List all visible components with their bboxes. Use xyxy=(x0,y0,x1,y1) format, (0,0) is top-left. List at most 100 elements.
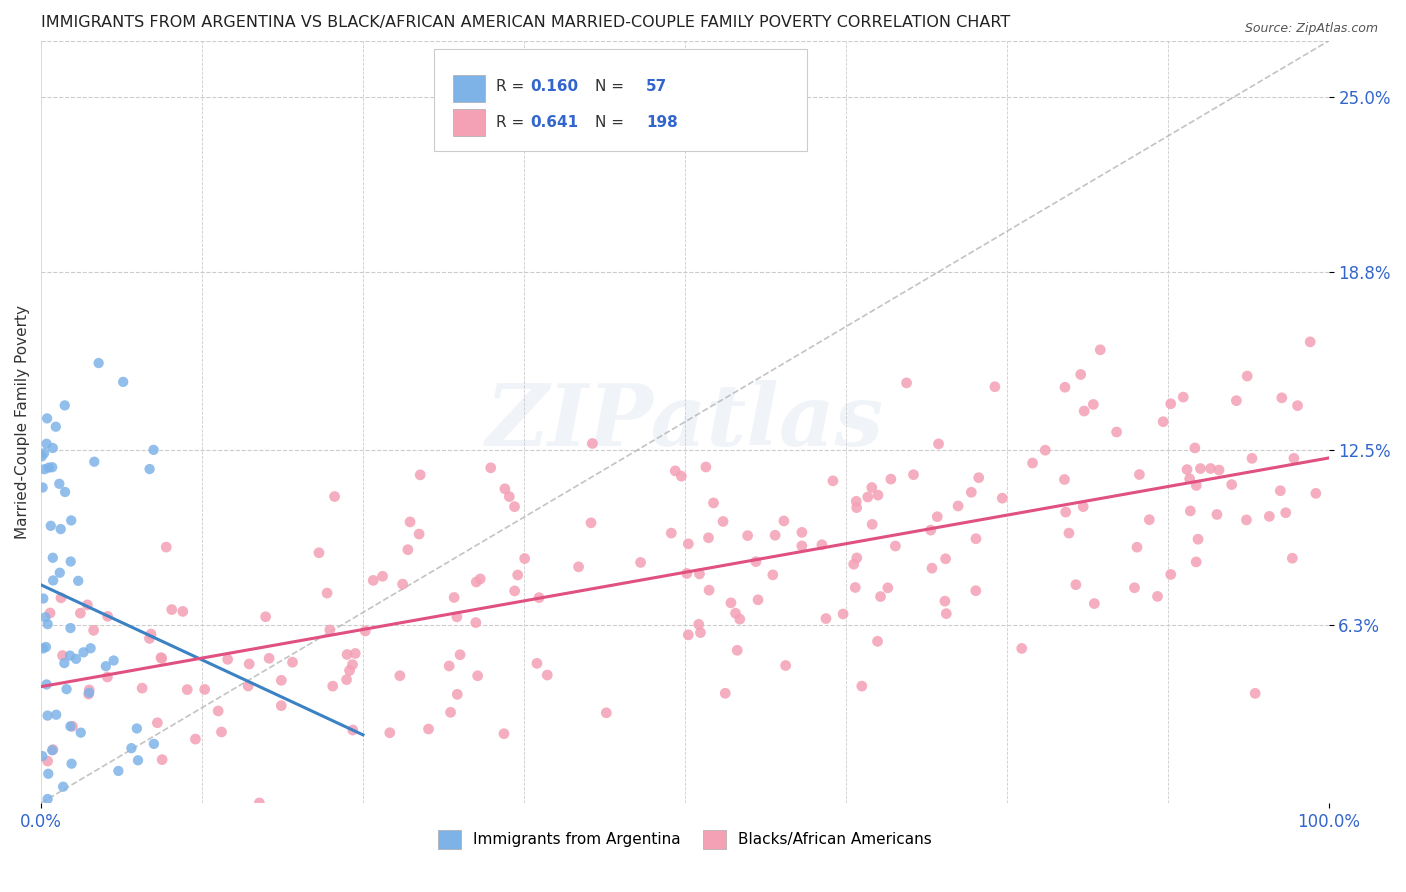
Point xyxy=(1160,397,1182,411)
Point xyxy=(1173,390,1195,404)
Point xyxy=(1236,369,1258,384)
Point xyxy=(965,532,987,546)
Point xyxy=(49,566,72,580)
Point xyxy=(1274,506,1296,520)
Point xyxy=(336,673,359,687)
Point xyxy=(860,481,883,495)
Point xyxy=(60,513,83,527)
Point xyxy=(316,586,339,600)
Point xyxy=(527,591,550,605)
Point xyxy=(773,514,796,528)
Point xyxy=(845,494,868,508)
Text: R =: R = xyxy=(495,79,529,95)
Point xyxy=(1123,581,1146,595)
Point xyxy=(1206,508,1229,522)
Point xyxy=(467,669,489,683)
Point xyxy=(492,727,515,741)
Point xyxy=(138,632,160,646)
Point xyxy=(498,490,520,504)
Point xyxy=(281,655,304,669)
Point xyxy=(714,686,737,700)
Point xyxy=(1073,404,1095,418)
Point xyxy=(1137,513,1160,527)
Point xyxy=(155,540,177,554)
Point xyxy=(1270,483,1292,498)
Point xyxy=(984,380,1007,394)
Point xyxy=(503,500,526,514)
Point xyxy=(1071,500,1094,514)
Point xyxy=(31,450,53,464)
Point xyxy=(1189,461,1212,475)
Point xyxy=(927,509,949,524)
Point xyxy=(41,743,63,757)
Point xyxy=(688,617,710,632)
Point xyxy=(920,523,942,537)
Point xyxy=(270,673,292,688)
Point xyxy=(83,455,105,469)
Point xyxy=(184,732,207,747)
Point xyxy=(1083,597,1105,611)
Point xyxy=(34,462,56,476)
Point xyxy=(697,583,720,598)
Point xyxy=(659,526,682,541)
Point xyxy=(37,792,59,806)
Point xyxy=(595,706,617,720)
Point xyxy=(1286,399,1309,413)
Point xyxy=(506,568,529,582)
Point xyxy=(1160,567,1182,582)
Point xyxy=(1199,461,1222,475)
Point xyxy=(1033,443,1056,458)
Point xyxy=(464,615,486,630)
Point xyxy=(446,610,468,624)
Point xyxy=(52,780,75,794)
Point xyxy=(724,606,747,620)
Point xyxy=(1146,590,1168,604)
Point xyxy=(76,598,98,612)
Point xyxy=(1011,641,1033,656)
Point xyxy=(1128,467,1150,482)
Point xyxy=(236,679,259,693)
Point xyxy=(856,490,879,504)
Point xyxy=(689,625,711,640)
Point xyxy=(150,651,173,665)
FancyBboxPatch shape xyxy=(453,75,485,102)
Point xyxy=(120,741,142,756)
Point xyxy=(1175,462,1198,476)
Point xyxy=(676,566,699,581)
Point xyxy=(176,682,198,697)
Point xyxy=(1090,343,1112,357)
Point xyxy=(77,686,100,700)
Point xyxy=(342,657,364,672)
Point xyxy=(65,652,87,666)
Point xyxy=(725,643,748,657)
Point xyxy=(720,596,742,610)
Point xyxy=(689,566,711,581)
Point xyxy=(844,581,866,595)
Point xyxy=(446,687,468,701)
Point xyxy=(371,569,394,583)
Point xyxy=(775,658,797,673)
Point xyxy=(745,555,768,569)
Point xyxy=(1208,463,1230,477)
Point xyxy=(339,664,361,678)
Point xyxy=(876,581,898,595)
Point xyxy=(695,460,717,475)
Point xyxy=(814,611,837,625)
Point xyxy=(59,719,82,733)
Point xyxy=(322,679,344,693)
Point xyxy=(59,621,82,635)
Point xyxy=(342,723,364,737)
Point xyxy=(127,753,149,767)
Point xyxy=(1184,441,1206,455)
Point xyxy=(1064,577,1087,591)
Point xyxy=(579,516,602,530)
Text: N =: N = xyxy=(595,115,628,130)
FancyBboxPatch shape xyxy=(434,48,807,152)
Point xyxy=(37,411,59,425)
Point xyxy=(494,482,516,496)
Point xyxy=(172,604,194,618)
Point xyxy=(1187,532,1209,546)
Point xyxy=(880,472,903,486)
Point xyxy=(470,572,492,586)
Point xyxy=(1185,555,1208,569)
